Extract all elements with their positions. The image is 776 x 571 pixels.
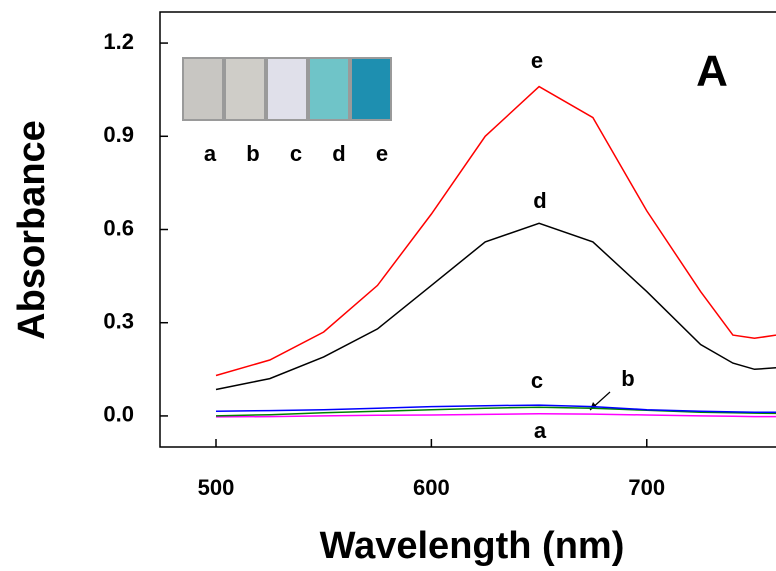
series-line <box>215 222 776 391</box>
x-tick-label: 600 <box>413 475 450 500</box>
y-tick-label: 0.3 <box>103 309 134 334</box>
y-tick-label: 0.6 <box>103 215 134 240</box>
x-tick-label: 500 <box>198 475 235 500</box>
y-tick-label: 0.9 <box>103 122 134 147</box>
inset-photo <box>182 57 392 121</box>
x-axis-title: Wavelength (nm) <box>320 525 625 567</box>
series-line <box>215 406 776 417</box>
y-tick-label: 1.2 <box>103 29 134 54</box>
series-label: c <box>531 368 543 393</box>
x-tick-label: 700 <box>628 475 665 500</box>
inset-label: a <box>204 141 217 166</box>
series-line <box>215 413 776 418</box>
y-tick-label: 0.0 <box>103 402 134 427</box>
series-line <box>215 85 776 377</box>
inset-label: e <box>376 141 388 166</box>
series-label: a <box>534 418 547 443</box>
series-line <box>215 404 776 413</box>
inset-label: b <box>246 141 259 166</box>
inset-label: d <box>332 141 345 166</box>
inset-label: c <box>290 141 302 166</box>
panel-label: A <box>696 47 728 96</box>
series-label: e <box>531 48 543 73</box>
y-axis-title: Absorbance <box>11 120 53 340</box>
series-label: d <box>533 188 546 213</box>
series-label: b <box>621 366 634 391</box>
